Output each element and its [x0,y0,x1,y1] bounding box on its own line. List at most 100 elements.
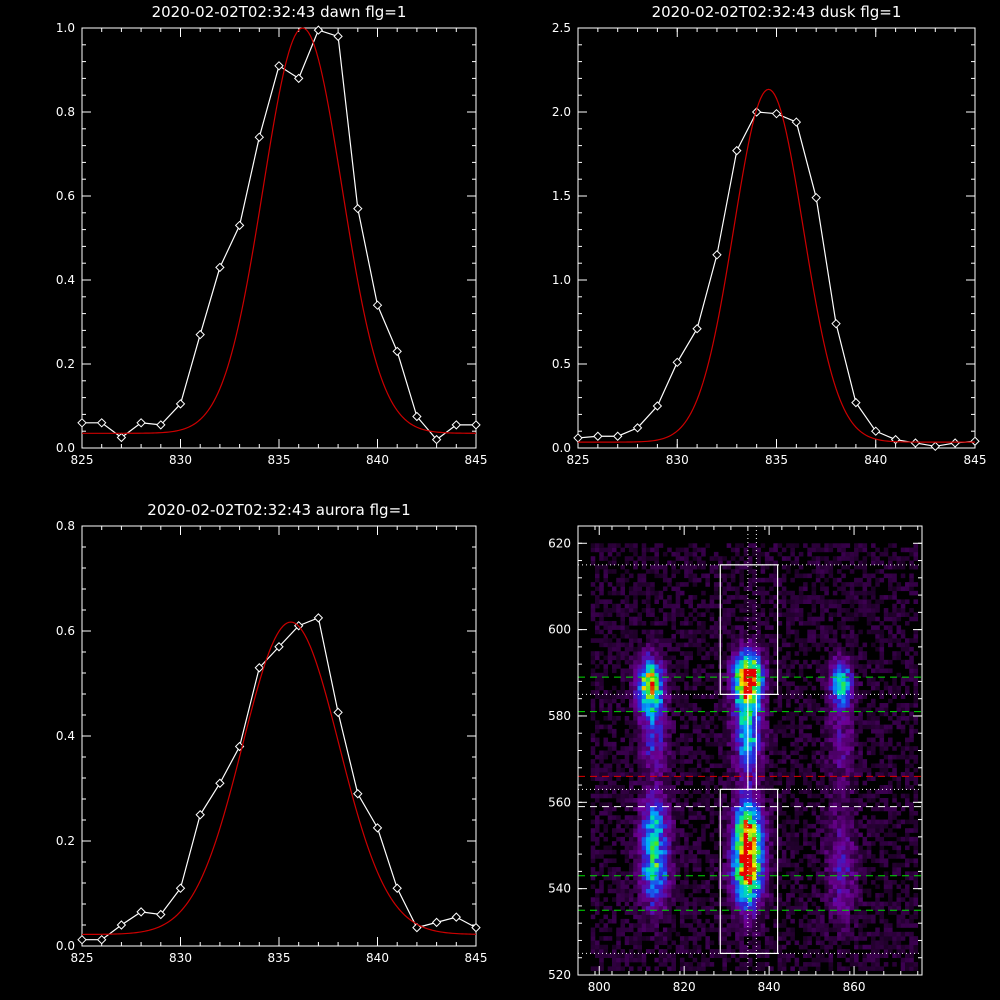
heatmap-cell [722,750,727,756]
heatmap-cell [637,810,643,816]
heatmap-cell [824,841,829,846]
heatmap-cell [905,780,910,786]
heatmap-cell [794,724,800,730]
heatmap-cell [594,953,600,959]
heatmap-cell [849,681,855,687]
heatmap-cell [790,659,795,665]
heatmap-cell [781,681,787,687]
heatmap-cell [599,785,604,790]
heatmap-cell [820,862,825,868]
heatmap-cell [828,703,834,708]
heatmap-cell [603,707,609,712]
heatmap-cell [658,810,664,816]
heatmap-cell [616,880,621,885]
heatmap-cell [684,940,689,946]
heatmap-cell [837,785,842,790]
heatmap-cell [896,905,902,911]
heatmap-cell [913,776,919,782]
heatmap-cell [633,936,638,941]
heatmap-cell [875,949,880,954]
heatmap-cell [815,759,821,764]
heatmap-cell [832,884,838,889]
heatmap-cell [837,819,842,825]
heatmap-cell [692,815,698,820]
heatmap-cell [645,854,651,859]
heatmap-cell [654,681,659,687]
heatmap-cell [743,905,749,911]
heatmap-cell [854,888,859,894]
heatmap-cell [654,733,659,738]
heatmap-cell [726,715,732,721]
heatmap-cell [781,793,787,799]
heatmap-cell [747,668,753,674]
data-point [392,883,402,893]
heatmap-cell [662,737,668,743]
heatmap-cell [628,880,634,885]
heatmap-cell [692,677,698,682]
heatmap-cell [624,849,630,855]
heatmap-cell [692,901,698,907]
heatmap-cell [909,715,914,721]
heatmap-cell [828,763,834,769]
heatmap-cell [900,949,906,954]
heatmap-cell [688,845,693,851]
heatmap-cell [645,797,651,803]
heatmap-cell [849,888,855,894]
heatmap-cell [722,832,727,838]
heatmap-cell [794,741,800,747]
heatmap-cell [828,694,834,699]
heatmap-cell [679,810,685,816]
heatmap-cell [756,741,761,747]
data-point [471,420,481,430]
heatmap-cell [866,707,872,712]
heatmap-cell [641,936,647,941]
heatmap-cell [654,776,659,782]
heatmap-cell [730,720,736,725]
heatmap-cell [760,724,766,730]
heatmap-cell [781,923,787,928]
heatmap-cell [862,914,868,920]
heatmap-cell [866,901,872,907]
heatmap-cell [594,685,600,691]
heatmap-cell [781,953,787,959]
fit-curve [578,88,975,443]
heatmap-cell [871,616,876,622]
heatmap-cell [871,936,876,941]
heatmap-cell [756,698,761,704]
heatmap-cell [841,711,846,717]
heatmap-cell [624,759,630,764]
heatmap-cell [654,884,659,889]
heatmap-cell [603,754,609,760]
heatmap-cell [743,944,749,950]
heatmap-cell [849,767,855,773]
heatmap-cell [811,823,817,829]
heatmap-cell [900,694,906,699]
heatmap-cell [892,871,897,876]
heatmap-cell [866,957,872,963]
heatmap-cell [658,815,664,820]
heatmap-cell [662,828,668,833]
heatmap-cell [713,914,719,920]
heatmap-cell [645,875,651,881]
heatmap-cell [824,927,829,933]
heatmap-cell [662,776,668,782]
x-tick-label: 840 [366,453,389,467]
data-point [431,434,442,445]
heatmap-cell [760,655,766,661]
heatmap-cell [790,681,795,687]
heatmap-cell [883,707,889,712]
heatmap-cell [701,849,706,855]
heatmap-cell [900,931,906,937]
heatmap-cell [747,832,753,838]
heatmap-cell [900,633,906,639]
heatmap-cell [599,724,604,730]
heatmap-cell [607,815,613,820]
heatmap-cell [756,806,761,812]
heatmap-cell [671,841,676,846]
heatmap-cell [620,884,626,889]
data-line [577,111,976,447]
heatmap-cell [900,793,906,799]
heatmap-cell [871,608,876,613]
heatmap-cell [637,694,643,699]
heatmap-cell [747,620,753,626]
